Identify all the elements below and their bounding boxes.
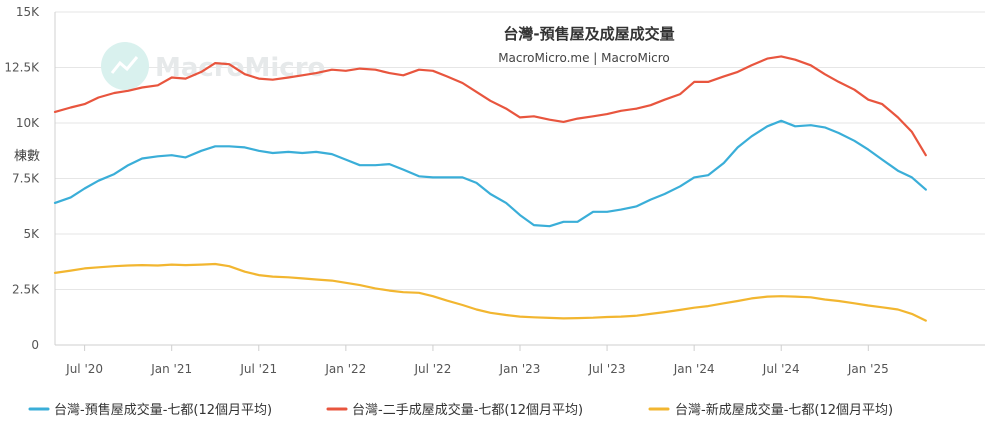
y-tick-label: 10K — [16, 116, 40, 130]
y-tick-label: 12.5K — [4, 61, 40, 75]
y-tick-label: 2.5K — [12, 283, 40, 297]
legend[interactable]: 台灣-預售屋成交量-七都(12個月平均) 台灣-二手成屋成交量-七都(12個月平… — [28, 402, 893, 418]
y-tick-labels: 0 2.5K 5K 7.5K 10K 12.5K 15K — [4, 5, 40, 352]
chart-title: 台灣-預售屋及成屋成交量 — [503, 25, 674, 43]
y-tick-label: 0 — [31, 338, 39, 352]
watermark-logo-line — [110, 56, 139, 74]
x-tick-label: Jul '20 — [65, 362, 103, 376]
x-tick-label: Jan '24 — [673, 362, 715, 376]
x-tick-label: Jan '21 — [150, 362, 192, 376]
resale-series-line — [53, 55, 927, 157]
presale-series-line — [53, 119, 927, 228]
x-tick-label: Jul '21 — [239, 362, 277, 376]
x-tick-label: Jan '25 — [847, 362, 889, 376]
x-tick-label: Jul '24 — [762, 362, 800, 376]
legend-item-new[interactable]: 台灣-新成屋成交量-七都(12個月平均) — [648, 402, 893, 418]
y-axis-label: 棟數 — [14, 149, 40, 164]
series-lines — [53, 55, 927, 322]
new-series-line — [53, 262, 927, 322]
watermark: MacroMicro — [101, 42, 325, 90]
legend-item-resale[interactable]: 台灣-二手成屋成交量-七都(12個月平均) — [326, 402, 583, 418]
y-tick-label: 15K — [16, 5, 40, 19]
legend-label-resale: 台灣-二手成屋成交量-七都(12個月平均) — [352, 402, 583, 418]
y-tick-label: 5K — [23, 227, 40, 241]
y-tick-label: 7.5K — [12, 172, 40, 186]
x-tick-label: Jan '22 — [324, 362, 366, 376]
legend-label-new: 台灣-新成屋成交量-七都(12個月平均) — [675, 402, 893, 418]
legend-label-presale: 台灣-預售屋成交量-七都(12個月平均) — [54, 402, 272, 418]
x-tick-label: Jan '23 — [499, 362, 541, 376]
legend-item-presale[interactable]: 台灣-預售屋成交量-七都(12個月平均) — [28, 402, 272, 418]
chart-subtitle: MacroMicro.me | MacroMicro — [498, 51, 670, 65]
x-tick-label: Jul '23 — [588, 362, 626, 376]
x-tick-label: Jul '22 — [413, 362, 451, 376]
x-tick-labels: Jul '20 Jan '21 Jul '21 Jan '22 Jul '22 Jan '… — [65, 345, 889, 376]
